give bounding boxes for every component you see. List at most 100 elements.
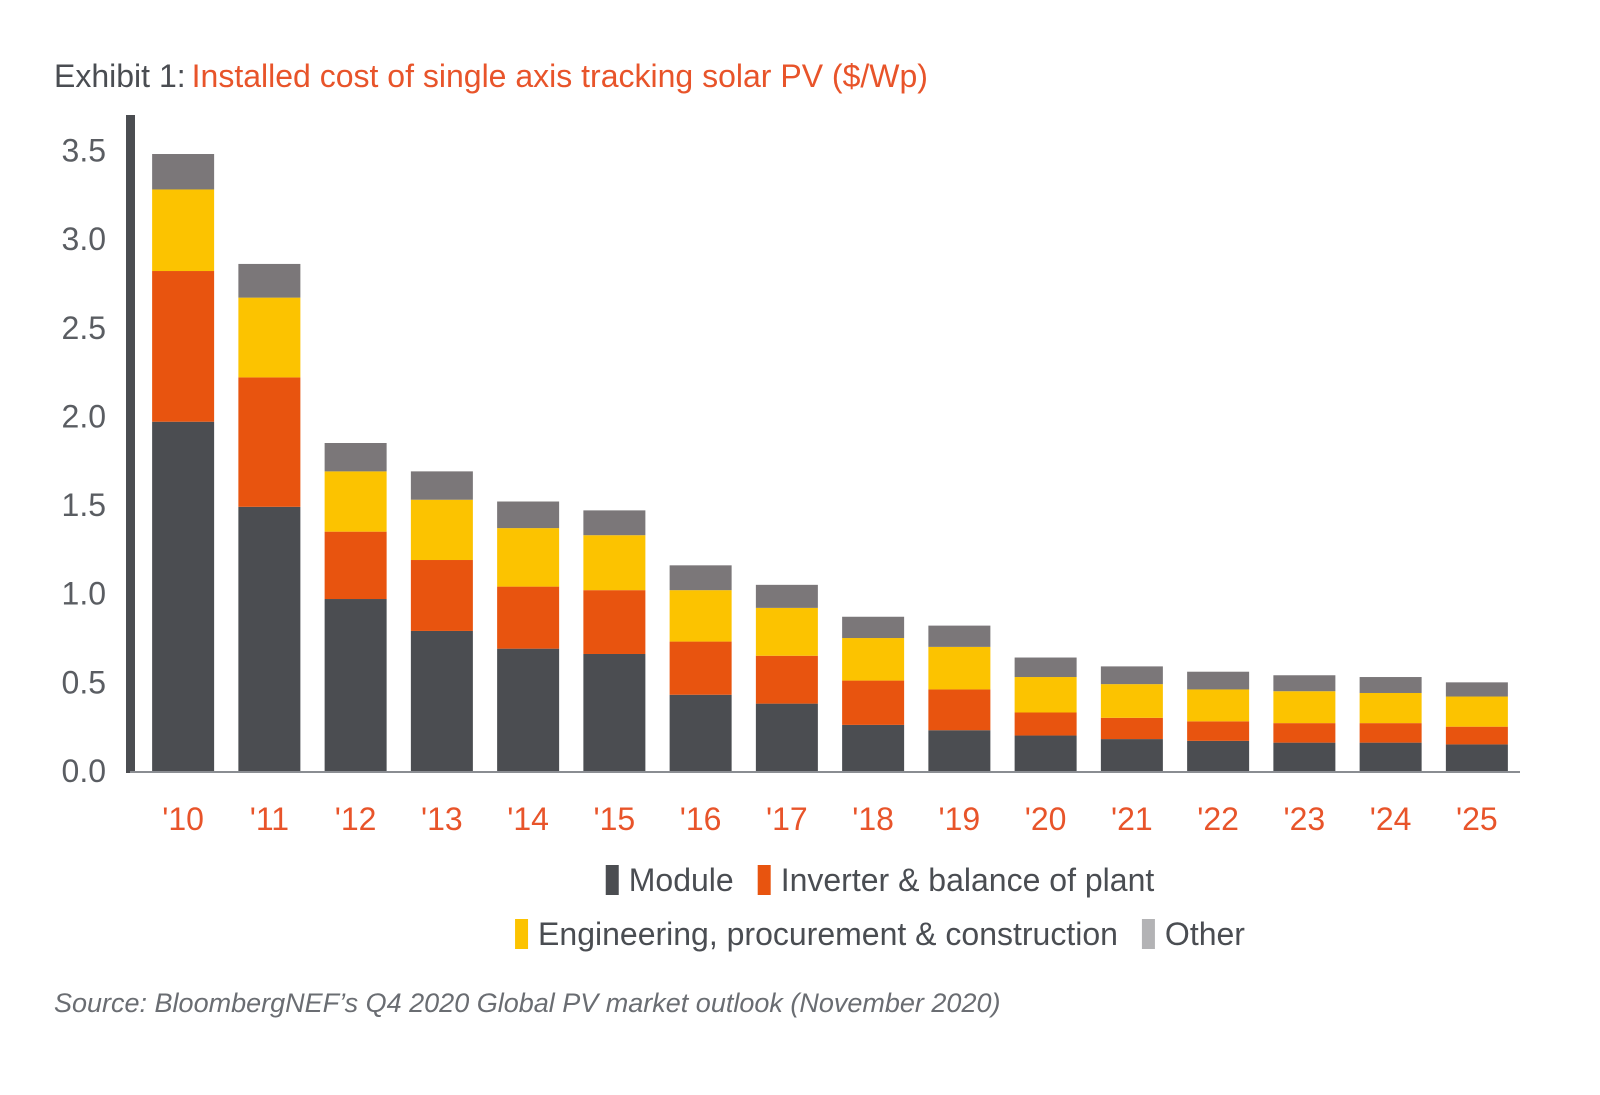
legend-swatch xyxy=(757,865,771,895)
bar-segment xyxy=(324,531,387,600)
x-tick-label: '18 xyxy=(852,801,894,837)
y-axis-line xyxy=(126,115,135,773)
bar-segment xyxy=(1445,682,1508,697)
x-tick-label: '19 xyxy=(939,801,981,837)
bar-segment xyxy=(583,535,646,591)
bar-segment xyxy=(238,297,301,378)
y-tick-label: 0.0 xyxy=(62,753,106,789)
bar-segment xyxy=(1273,691,1336,724)
bar-segment xyxy=(1359,723,1422,743)
y-tick-label: 2.5 xyxy=(62,310,106,346)
x-tick-label: '12 xyxy=(335,801,377,837)
y-tick-label: 3.5 xyxy=(62,132,106,168)
bar-segment xyxy=(1445,744,1508,771)
bar-segment xyxy=(1359,692,1422,724)
bar-segment xyxy=(410,471,473,500)
x-tick-label: '15 xyxy=(594,801,636,837)
title-prefix: Exhibit 1: xyxy=(54,58,186,94)
x-tick-label: '25 xyxy=(1456,801,1498,837)
title-main: Installed cost of single axis tracking s… xyxy=(192,58,928,94)
legend-label: Engineering, procurement & construction xyxy=(538,916,1118,952)
bar-segment xyxy=(1187,671,1250,690)
bar-segment xyxy=(497,648,560,771)
bar-segment xyxy=(1445,726,1508,745)
bar-segment xyxy=(1100,739,1163,771)
bar-segment xyxy=(1014,712,1077,736)
chart-title: Exhibit 1: Installed cost of single axis … xyxy=(54,58,928,94)
legend: Module Inverter & balance of plant Enginee… xyxy=(515,862,1245,952)
bar-segment xyxy=(324,443,387,472)
y-tick-label: 2.0 xyxy=(62,398,106,434)
bar-segment xyxy=(669,641,732,695)
bar-segment xyxy=(1359,677,1422,693)
bar-segment xyxy=(755,703,818,771)
bar-segment xyxy=(1273,675,1336,692)
bar-segment xyxy=(1359,742,1422,771)
bar-segment xyxy=(152,154,215,190)
bar-segment xyxy=(1014,657,1077,678)
legend-swatch xyxy=(1141,919,1155,949)
bar-segment xyxy=(1100,684,1163,718)
x-axis: '10 '11 '12 '13 '14 '15 '16 '17 '18 '19 '20 '21 '22 '… xyxy=(130,771,1520,837)
bar-segment xyxy=(928,689,991,731)
bar-segment xyxy=(1100,666,1163,685)
bar-segment xyxy=(238,377,301,507)
bar-segment xyxy=(238,263,301,298)
bar-segment xyxy=(842,680,905,725)
bar-segment xyxy=(497,501,560,529)
bar-segment xyxy=(1014,677,1077,713)
y-tick-label: 1.5 xyxy=(62,487,106,523)
x-tick-label: '24 xyxy=(1370,801,1412,837)
x-tick-label: '14 xyxy=(507,801,549,837)
bar-segment xyxy=(842,724,905,771)
bar-segment xyxy=(583,653,646,771)
y-tick-label: 3.0 xyxy=(62,221,106,257)
bar-segment xyxy=(324,599,387,771)
bar-segment xyxy=(1187,689,1250,722)
bar-segment xyxy=(324,471,387,532)
bar-segment xyxy=(238,506,301,771)
legend-label: Module xyxy=(629,862,734,898)
bar-segment xyxy=(152,421,215,771)
bar-segment xyxy=(497,586,560,649)
bar-segment xyxy=(1187,740,1250,771)
bar-segment xyxy=(583,590,646,654)
x-tick-label: '16 xyxy=(680,801,722,837)
bar-segment xyxy=(1100,717,1163,740)
bar-segment xyxy=(410,560,473,631)
bar-segment xyxy=(152,271,215,422)
bar-segment xyxy=(583,510,646,536)
y-tick-label: 1.0 xyxy=(62,576,106,612)
x-tick-label: '20 xyxy=(1025,801,1067,837)
bar-segment xyxy=(1187,721,1250,741)
bar-segment xyxy=(928,625,991,647)
bar-segment xyxy=(842,638,905,681)
bar-segment xyxy=(842,616,905,639)
bar-segment xyxy=(1445,696,1508,727)
bar-segment xyxy=(928,646,991,690)
x-tick-label: '22 xyxy=(1197,801,1239,837)
bar-segment xyxy=(1273,723,1336,743)
legend-swatch xyxy=(515,919,529,949)
y-tick-label: 0.5 xyxy=(62,664,106,700)
bar-segment xyxy=(669,590,732,642)
bar-segment xyxy=(1273,742,1336,771)
bar-segment xyxy=(410,499,473,561)
bar-segment xyxy=(152,189,215,272)
bar-stacks xyxy=(152,154,1508,771)
x-tick-label: '21 xyxy=(1111,801,1153,837)
bar-segment xyxy=(755,584,818,608)
x-tick-label: '11 xyxy=(250,801,289,837)
x-tick-label: '23 xyxy=(1284,801,1326,837)
bar-segment xyxy=(1014,735,1077,771)
y-axis: 0.0 0.5 1.0 1.5 2.0 2.5 3.0 3.5 xyxy=(62,115,135,789)
legend-label: Inverter & balance of plant xyxy=(781,862,1155,898)
legend-label: Other xyxy=(1165,916,1245,952)
bar-segment xyxy=(497,528,560,587)
bar-segment xyxy=(669,694,732,771)
bar-segment xyxy=(410,630,473,771)
x-tick-label: '13 xyxy=(421,801,463,837)
source-note: Source: BloombergNEF’s Q4 2020 Global PV… xyxy=(54,988,1000,1018)
x-tick-label: '17 xyxy=(766,801,808,837)
